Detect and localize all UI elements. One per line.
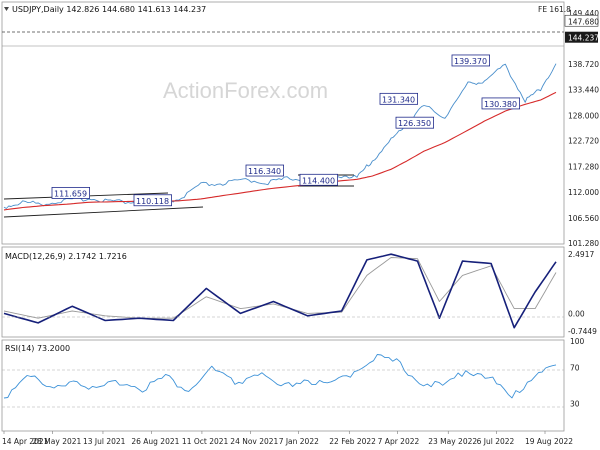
price-tick-label: 101.280 <box>568 239 599 248</box>
level-label-box <box>51 186 90 199</box>
macd-panel-title: MACD(12,26,9) 2.1742 1.7216 <box>5 252 127 261</box>
rsi-tick-label: 30 <box>570 399 580 408</box>
x-tick-label: 19 Aug 2022 <box>525 437 573 446</box>
macd-series <box>3 253 557 329</box>
rsi-tick-label: 100 <box>570 337 585 346</box>
price-level-label: 147.680 <box>568 17 599 26</box>
x-tick-label: 14 Apr 2021 <box>2 437 49 446</box>
level-label: 114.400 <box>302 176 335 185</box>
price-tick-label: 106.560 <box>568 214 599 223</box>
price-tick-label: 112.000 <box>568 188 599 197</box>
price-panel-title: USDJPY,Daily 142.826 144.680 141.613 144… <box>12 5 206 14</box>
level-label: 111.659 <box>54 189 87 198</box>
collapse-triangle-icon[interactable] <box>4 7 9 11</box>
price-tick-label: 138.720 <box>568 60 599 69</box>
price-tick-label: 117.280 <box>568 163 599 172</box>
x-tick-label: 7 Apr 2022 <box>378 437 420 446</box>
x-tick-label: 22 Feb 2022 <box>329 437 376 446</box>
macd-tick-label: 0.00 <box>568 309 585 318</box>
price-tick-label: 133.440 <box>568 85 599 94</box>
price-tick-label: 144.237 <box>568 34 599 43</box>
price-current-box <box>565 31 598 43</box>
price-tick-label: 122.720 <box>568 137 599 146</box>
x-tick-label: 28 May 2021 <box>32 437 81 446</box>
price-tick-label: 149.440 <box>568 9 599 18</box>
annotations: 111.659 110.118 116.340 114.400 131.340 126.3… <box>51 5 571 207</box>
level-label: 126.350 <box>398 119 431 128</box>
x-tick-label: 11 Oct 2021 <box>182 437 229 446</box>
macd-tick-label: -0.7449 <box>568 327 597 336</box>
level-label-box <box>133 194 172 207</box>
x-tick-label: 26 Aug 2021 <box>131 437 179 446</box>
rsi-series <box>3 354 557 399</box>
rsi-line <box>3 354 557 399</box>
x-tick-label: 6 Jul 2022 <box>477 437 515 446</box>
level-label: 130.380 <box>484 100 517 109</box>
level-label-box <box>245 164 284 177</box>
level-label: 139.370 <box>454 57 487 66</box>
price-tick-label: 128.000 <box>568 111 599 120</box>
level-label: 110.118 <box>136 197 169 206</box>
rsi-panel-frame <box>1 339 565 432</box>
level-label: 116.340 <box>248 167 281 176</box>
level-label-box <box>481 97 520 110</box>
x-tick-label: 23 May 2022 <box>428 437 477 446</box>
watermark: ActionForex.com <box>163 78 328 103</box>
x-tick-label: 24 Nov 2021 <box>230 437 278 446</box>
level-label-box <box>451 54 490 67</box>
level-label-box <box>379 92 418 105</box>
macd-tick-label: 2.4917 <box>568 250 594 259</box>
level-label: 131.340 <box>382 95 415 104</box>
x-tick-label: 13 Jul 2021 <box>83 437 126 446</box>
level-label-box <box>299 173 338 186</box>
level-label-box <box>395 116 434 129</box>
rsi-tick-label: 70 <box>570 364 580 373</box>
lower-channel-line <box>3 206 204 218</box>
fibonacci-extension-label: FE 161.8 <box>538 5 571 14</box>
rsi-panel-title: RSI(14) 73.2000 <box>5 344 70 353</box>
price-level-box <box>564 14 599 27</box>
macd-line <box>3 253 557 329</box>
axes: 101.280 106.560 112.000 117.280 122.720 128.0… <box>2 9 599 446</box>
x-tick-label: 7 Jan 2022 <box>279 437 319 446</box>
price-panel-frame <box>1 1 565 245</box>
